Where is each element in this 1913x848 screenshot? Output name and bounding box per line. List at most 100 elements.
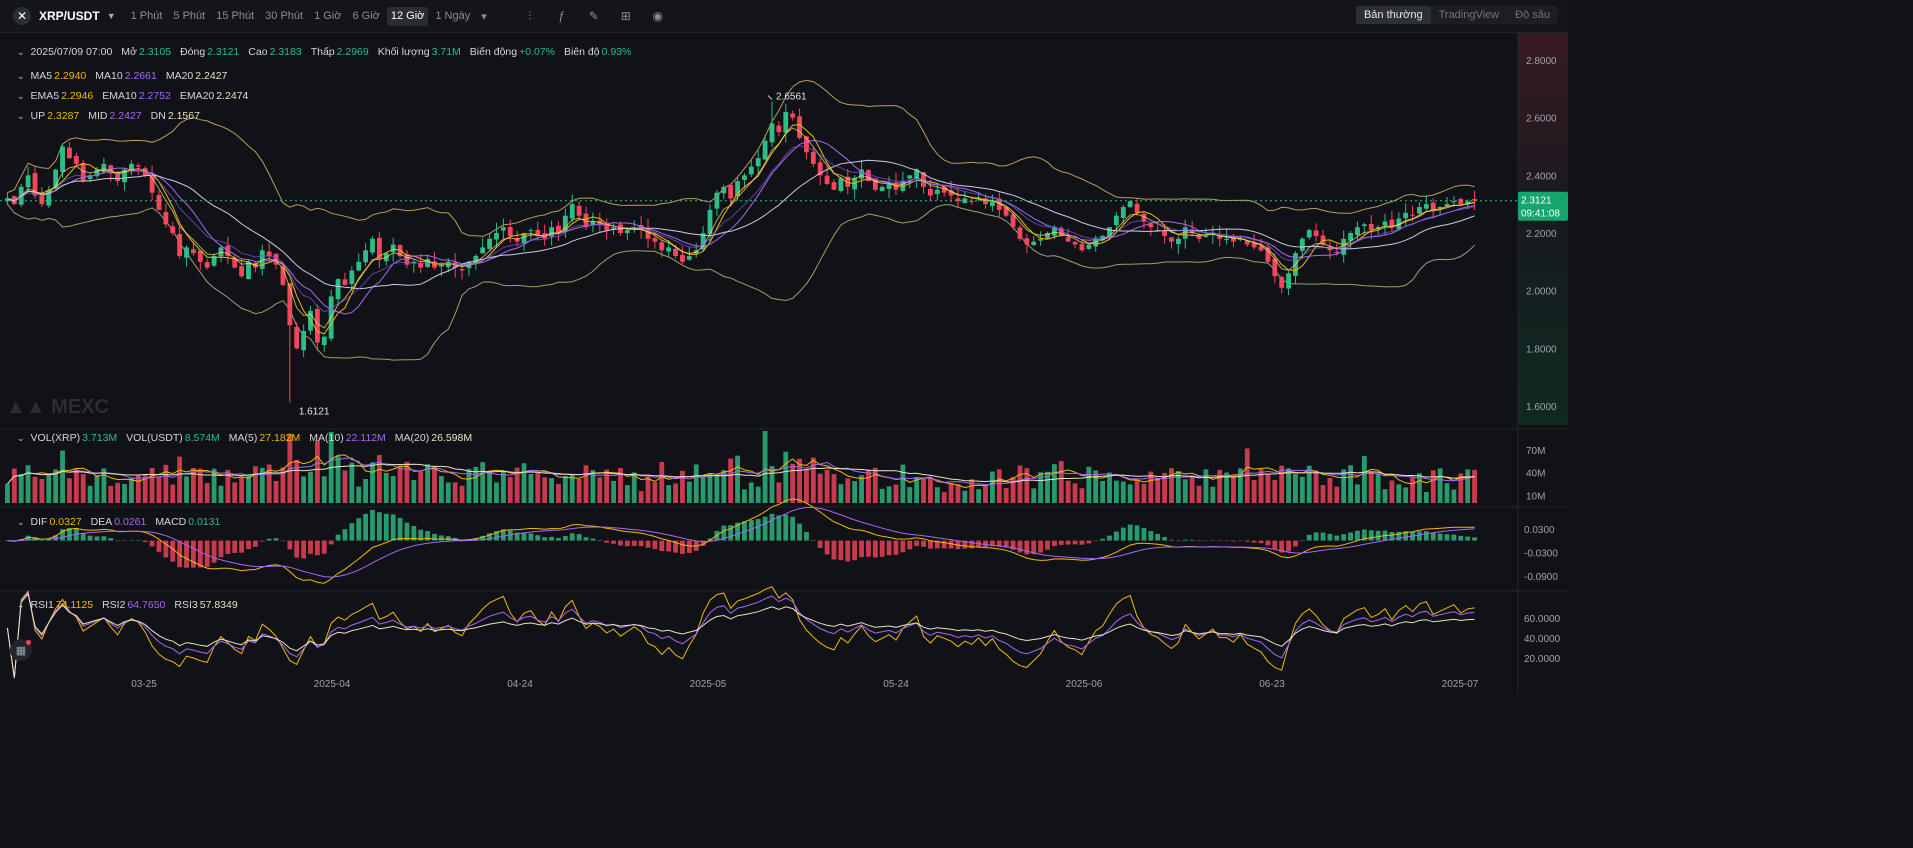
chevron-down-icon[interactable]: ⌄	[17, 46, 25, 57]
volume-bar	[80, 474, 86, 503]
tab-1h[interactable]: 1 Giờ	[314, 9, 342, 22]
candle-body	[1148, 223, 1154, 228]
candle-body	[177, 233, 183, 257]
tab-5m[interactable]: 5 Phút	[173, 9, 206, 22]
macd-histogram-bar	[170, 540, 176, 562]
ma10-label: MA10	[95, 70, 123, 82]
chevron-down-icon[interactable]: ▼	[106, 11, 116, 21]
view-normal[interactable]: Bản thường	[1355, 6, 1431, 24]
vol-ma20-value: 26.598M	[431, 432, 473, 444]
camera-icon[interactable]: ◉	[652, 8, 663, 23]
volume-bar	[363, 479, 369, 503]
volume-bar	[1451, 489, 1457, 503]
vol-usdt-value: 8.574M	[184, 432, 220, 444]
tab-30m[interactable]: 30 Phút	[265, 9, 304, 22]
chevron-down-icon[interactable]: ⌄	[17, 70, 25, 81]
macd-histogram-bar	[129, 540, 134, 541]
candle-body	[1279, 277, 1285, 288]
candle-body	[728, 184, 734, 199]
pencil-icon[interactable]: ✎	[588, 8, 599, 23]
layout-icon[interactable]: ⊞	[620, 8, 631, 23]
candle-body	[156, 194, 162, 210]
candle-body	[1175, 238, 1181, 245]
volume-value: 3.71M	[431, 46, 461, 58]
macd-histogram-bar	[225, 540, 231, 554]
price-chart[interactable]: 2.8000 2.6000 2.4000 2.2000 2.0000 1.8000 1.60…	[0, 33, 1568, 695]
candle-body	[1010, 214, 1016, 228]
tab-1d[interactable]: 1 Ngày	[435, 9, 471, 22]
tab-15m[interactable]: 15 Phút	[216, 9, 255, 22]
volume-bar	[204, 483, 210, 503]
view-tradingview[interactable]: TradingView	[1438, 9, 1500, 21]
calendar-icon[interactable]: ▦	[10, 639, 32, 661]
function-icon[interactable]: ƒ	[558, 8, 566, 23]
macd-histogram-bar	[259, 540, 265, 542]
candle-body	[1348, 233, 1353, 241]
macd-histogram-bar	[246, 540, 251, 549]
macd-histogram-bar	[184, 540, 189, 568]
view-depth[interactable]: Độ sâu	[1515, 9, 1550, 21]
volume-bar	[1217, 469, 1223, 503]
volume-bar	[67, 478, 72, 503]
tab-12h[interactable]: 12 Giờ	[386, 6, 429, 26]
macd-histogram-bar	[432, 533, 437, 541]
candle-body	[1141, 213, 1147, 222]
macd-histogram-bar	[211, 540, 217, 563]
chevron-down-icon[interactable]: ⌄	[17, 90, 25, 101]
candle-body	[101, 163, 107, 173]
macd-histogram-bar	[1244, 540, 1250, 542]
macd-histogram-bar	[790, 516, 796, 541]
macd-histogram-bar	[666, 540, 672, 552]
candle-body	[680, 254, 685, 262]
macd-histogram-bar	[1203, 540, 1209, 542]
candle-body	[1465, 201, 1471, 205]
candle-body	[611, 227, 616, 229]
volume-bar	[1024, 468, 1030, 503]
volume-bar	[879, 488, 885, 503]
tab-1m[interactable]: 1 Phút	[130, 9, 163, 22]
volume-bar	[1341, 469, 1347, 503]
macd-histogram-bar	[797, 523, 802, 541]
macd-histogram-bar	[1031, 540, 1037, 555]
tab-6h[interactable]: 6 Giờ	[352, 9, 380, 22]
volume-bar	[156, 476, 162, 503]
candle-body	[370, 238, 375, 253]
volume-bar	[611, 480, 616, 503]
macd-histogram-bar	[163, 540, 169, 558]
symbol-selector[interactable]: XRP/USDT	[39, 9, 100, 23]
macd-histogram-bar	[1134, 525, 1140, 541]
time-axis-tick-label: 04-24	[507, 679, 533, 690]
chevron-down-icon[interactable]: ⌄	[17, 432, 25, 443]
volume-bar	[624, 485, 630, 503]
macd-histogram-bar	[204, 540, 210, 567]
macd-histogram-bar	[1451, 534, 1457, 541]
chevron-down-icon[interactable]: ⌄	[17, 599, 25, 610]
close-icon[interactable]: ✕	[13, 7, 31, 25]
macd-histogram-bar	[39, 540, 45, 541]
macd-histogram-bar	[418, 529, 424, 541]
candle-body	[1265, 247, 1271, 262]
volume-bar	[1127, 484, 1133, 503]
candle-body	[1396, 218, 1402, 229]
macd-histogram-bar	[569, 533, 575, 541]
macd-histogram-bar	[934, 540, 940, 549]
chevron-down-icon[interactable]: ⌄	[17, 516, 25, 527]
chevron-down-icon[interactable]: ▾	[481, 10, 487, 23]
macd-histogram-bar	[218, 540, 224, 558]
macd-histogram-bar	[1141, 527, 1147, 541]
chevron-down-icon[interactable]: ⌄	[17, 110, 25, 121]
time-axis-tick-label: 03-25	[131, 679, 157, 690]
macd-histogram-bar	[962, 540, 968, 549]
macd-histogram-bar	[480, 535, 486, 541]
candle-body	[53, 169, 59, 189]
macd-histogram-bar	[1017, 540, 1023, 553]
macd-histogram-bar	[1368, 530, 1374, 541]
volume-bar	[1141, 483, 1147, 503]
volume-bar	[769, 466, 775, 503]
volume-bar	[1396, 484, 1402, 503]
volume-bar	[473, 466, 479, 503]
vol-ma20-line	[7, 463, 1475, 485]
indicator-icon[interactable]: ⫶	[528, 8, 532, 23]
candle-body	[94, 169, 100, 177]
candle-body	[652, 238, 658, 242]
